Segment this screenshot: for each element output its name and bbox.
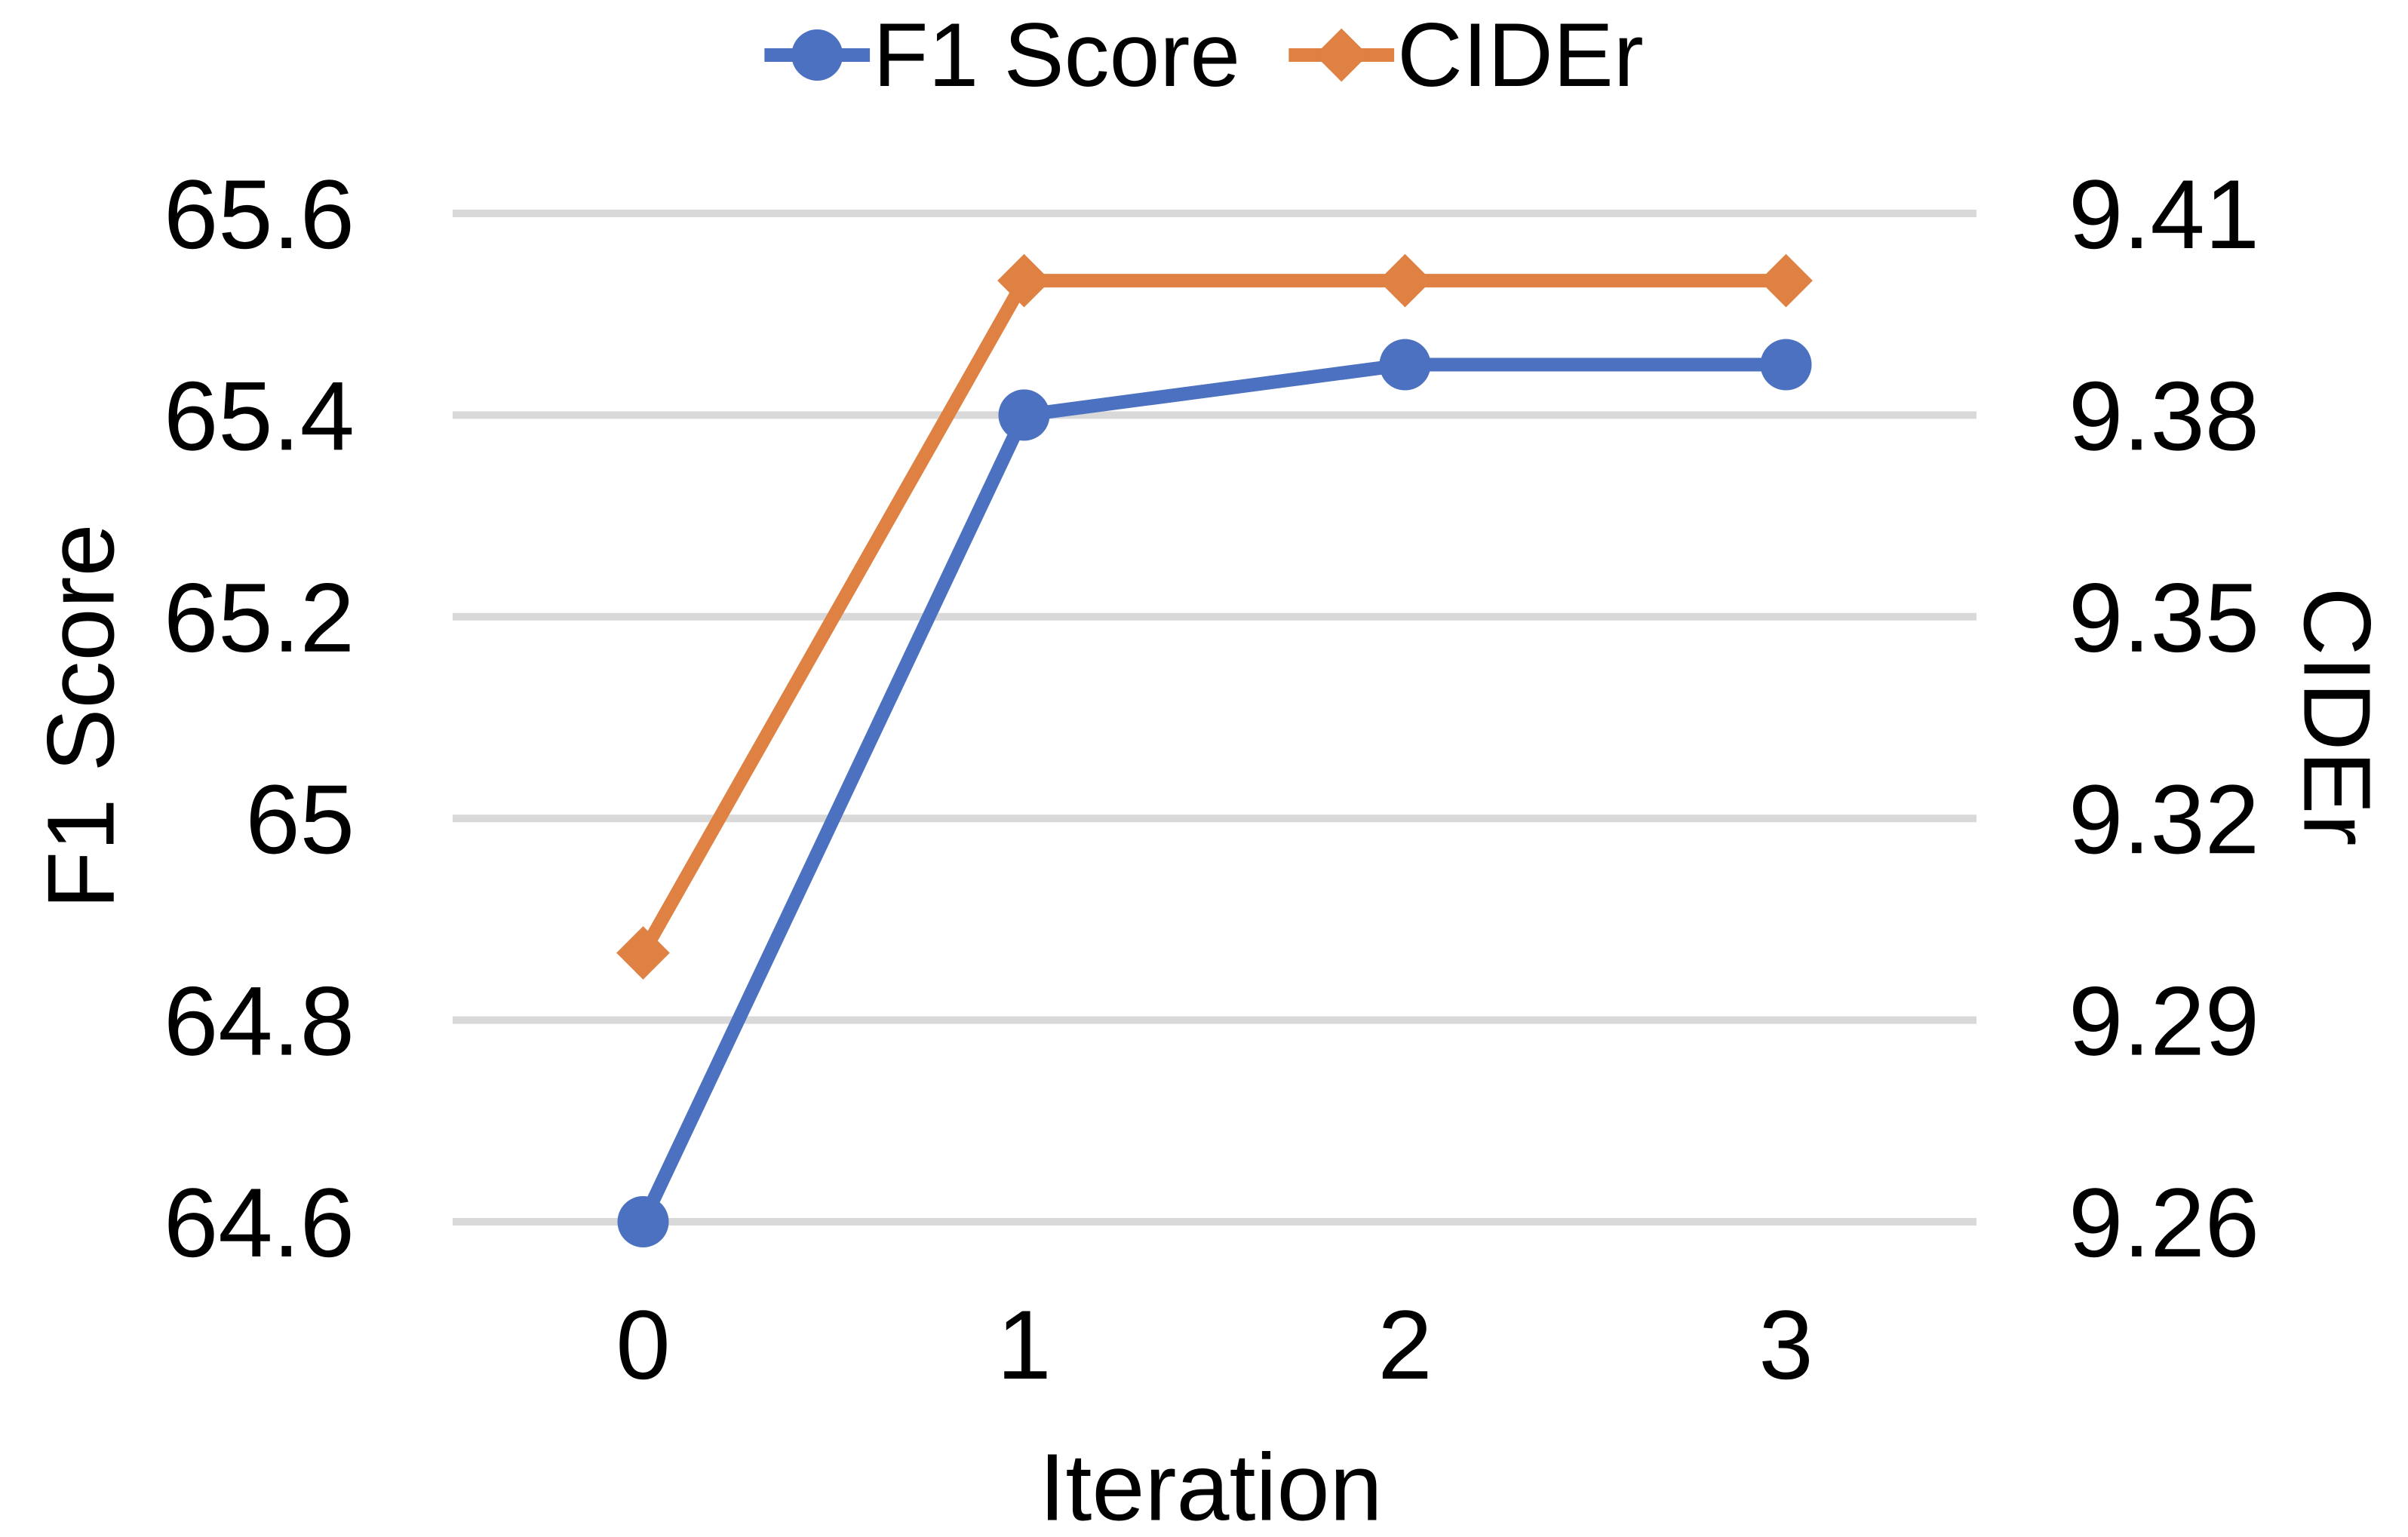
legend-label-f1-score: F1 Score — [873, 5, 1241, 106]
x-axis-tick-label: 1 — [997, 1290, 1051, 1400]
right-axis-tick-label: 9.38 — [2069, 360, 2259, 471]
x-axis-tick-label: 0 — [616, 1290, 670, 1400]
right-axis-tick-label: 9.32 — [2069, 764, 2259, 874]
series-line-cider — [637, 274, 1786, 956]
right-axis-tick-label: 9.26 — [2069, 1167, 2259, 1278]
legend: F1 Score CIDEr — [764, 8, 1644, 103]
x-axis-tick-label: 2 — [1378, 1290, 1432, 1400]
data-point-cider — [1378, 253, 1432, 308]
legend-label-cider: CIDEr — [1397, 5, 1644, 106]
x-axis-tick-label: 3 — [1758, 1290, 1813, 1400]
data-point-cider — [1759, 253, 1813, 308]
left-axis-tick-label: 64.8 — [164, 966, 355, 1076]
left-axis-tick-label: 65.2 — [164, 563, 355, 673]
data-point-f1-score — [1760, 339, 1812, 391]
data-point-cider — [997, 253, 1051, 308]
data-point-f1-score — [998, 389, 1050, 441]
right-axis-tick-label: 9.29 — [2069, 966, 2259, 1076]
left-axis-tick-label: 65.6 — [164, 159, 355, 269]
x-axis-title: Iteration — [1039, 1434, 1383, 1537]
right-axis-title: CIDEr — [2284, 587, 2391, 846]
legend-circle-f1 — [791, 29, 843, 81]
data-point-cider — [616, 926, 670, 980]
line-circle-marker-icon — [764, 29, 871, 81]
right-axis-tick-label: 9.41 — [2069, 159, 2259, 269]
left-axis-title: F1 Score — [27, 523, 134, 910]
right-axis-tick-label: 9.35 — [2069, 563, 2259, 673]
data-point-f1-score — [617, 1196, 669, 1247]
data-point-f1-score — [1379, 339, 1431, 391]
line-diamond-marker-icon — [1288, 28, 1395, 82]
left-axis-tick-label: 65.4 — [164, 360, 355, 471]
legend-item-cider: CIDEr — [1288, 8, 1644, 103]
series-line-f1-score — [637, 357, 1786, 1225]
left-axis-tick-label: 64.6 — [164, 1167, 355, 1278]
legend-item-f1-score: F1 Score — [764, 8, 1240, 103]
left-axis-tick-label: 65 — [245, 764, 355, 874]
legend-diamond-cider — [1314, 28, 1368, 82]
